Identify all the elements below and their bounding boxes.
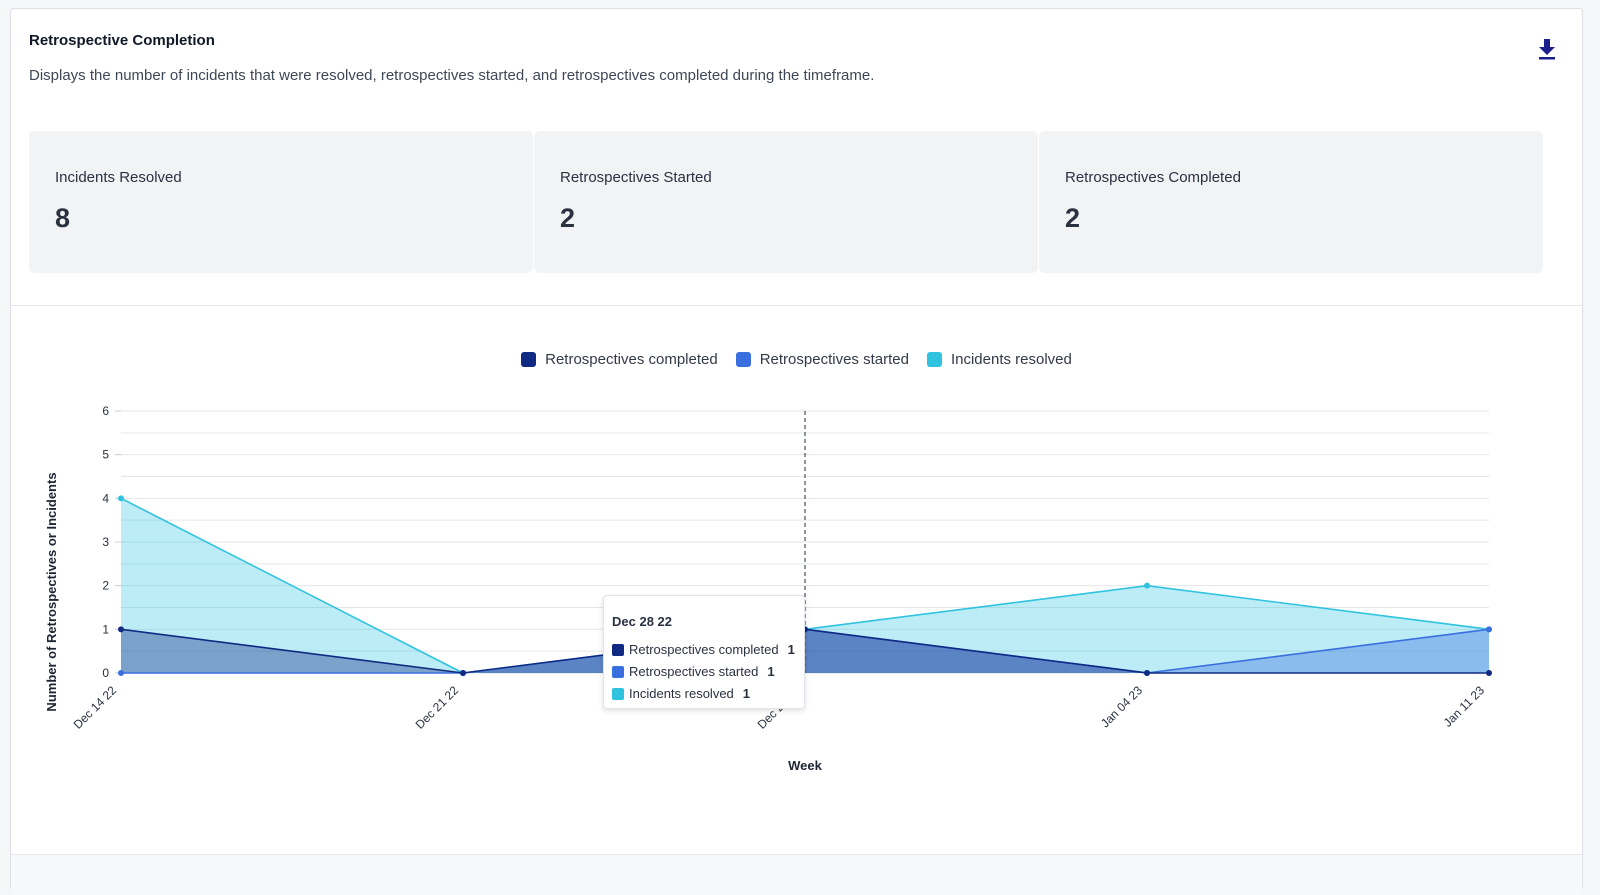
area-incidents-resolved xyxy=(121,498,1489,673)
tooltip-row-value: 1 xyxy=(767,664,775,679)
chart-legend: Retrospectives completed Retrospectives … xyxy=(11,351,1582,368)
x-tick-label: Dec 21 22 xyxy=(413,683,462,732)
legend-swatch xyxy=(735,352,751,367)
legend-swatch xyxy=(926,352,942,367)
tooltip-swatch xyxy=(612,665,624,678)
point-incidents-resolved xyxy=(1144,582,1150,589)
section-divider xyxy=(11,305,1582,306)
y-tick-label: 0 xyxy=(102,666,109,680)
stat-value: 8 xyxy=(55,203,71,233)
retrospective-area-chart[interactable]: 0 1 2 3 4 5 6 Dec 14 22 Dec 21 22 Dec 28 22 Jan 04… xyxy=(11,9,1582,854)
area-retrospectives-started xyxy=(121,629,1489,673)
download-icon[interactable] xyxy=(1536,37,1558,61)
tooltip-row-value: 1 xyxy=(742,686,751,701)
legend-swatch xyxy=(521,352,537,367)
stat-label: Retrospectives Started xyxy=(560,169,712,186)
point-retrospectives-started xyxy=(118,670,124,676)
widget-description: Displays the number of incidents that we… xyxy=(29,67,875,84)
area-retrospectives-completed xyxy=(121,629,1489,673)
legend-item-completed[interactable]: Retrospectives completed xyxy=(521,351,718,368)
point-retrospectives-started xyxy=(1486,626,1492,633)
x-tick-label: Jan 04 23 xyxy=(1098,683,1145,730)
x-tick-label: Jan 11 23 xyxy=(1441,683,1488,730)
y-tick-label: 2 xyxy=(102,579,109,593)
stat-value: 2 xyxy=(1065,203,1081,233)
stat-card-incidents-resolved: Incidents Resolved 8 xyxy=(29,131,533,273)
tooltip-swatch xyxy=(612,643,624,656)
tooltip-row-label: Incidents resolved xyxy=(629,686,734,701)
stat-label: Incidents Resolved xyxy=(55,169,182,186)
tooltip-title: Dec 28 22 xyxy=(612,614,672,629)
tooltip-row-resolved: Incidents resolved 1 xyxy=(612,686,750,701)
y-tick-label: 4 xyxy=(102,491,109,505)
tooltip-row-label: Retrospectives started xyxy=(629,664,759,679)
x-tick-label: Dec 14 22 xyxy=(71,683,120,732)
stat-card-retrospectives-completed: Retrospectives Completed 2 xyxy=(1039,131,1543,273)
tooltip-row-value: 1 xyxy=(787,642,795,657)
point-retrospectives-completed xyxy=(460,670,466,676)
legend-label: Incidents resolved xyxy=(950,351,1072,368)
legend-label: Retrospectives completed xyxy=(545,351,718,368)
point-retrospectives-completed xyxy=(1486,670,1492,676)
retrospective-completion-widget: Retrospective Completion Displays the nu… xyxy=(10,8,1583,895)
stat-value: 2 xyxy=(560,203,576,233)
stat-card-retrospectives-started: Retrospectives Started 2 xyxy=(534,131,1038,273)
point-retrospectives-completed xyxy=(118,626,124,633)
tooltip-swatch xyxy=(612,687,624,700)
chart-tooltip: Dec 28 22 Retrospectives completed 1 Ret… xyxy=(603,595,805,709)
point-retrospectives-completed xyxy=(1144,670,1150,676)
tooltip-row-label: Retrospectives completed xyxy=(629,642,779,657)
stat-label: Retrospectives Completed xyxy=(1065,169,1241,186)
legend-label: Retrospectives started xyxy=(759,351,909,368)
tooltip-row-started: Retrospectives started 1 xyxy=(612,664,775,679)
point-incidents-resolved xyxy=(118,495,124,502)
footer-strip xyxy=(11,854,1582,895)
legend-item-resolved[interactable]: Incidents resolved xyxy=(926,351,1072,368)
legend-item-started[interactable]: Retrospectives started xyxy=(735,351,909,368)
y-tick-label: 5 xyxy=(102,448,109,462)
widget-title: Retrospective Completion xyxy=(29,32,215,49)
y-tick-label: 3 xyxy=(102,535,109,549)
tooltip-row-completed: Retrospectives completed 1 xyxy=(612,642,795,657)
x-axis-title: Week xyxy=(788,758,822,773)
y-tick-label: 1 xyxy=(102,622,109,636)
y-axis-title: Number of Retrospectives or Incidents xyxy=(44,472,59,711)
y-tick-label: 6 xyxy=(102,404,109,418)
